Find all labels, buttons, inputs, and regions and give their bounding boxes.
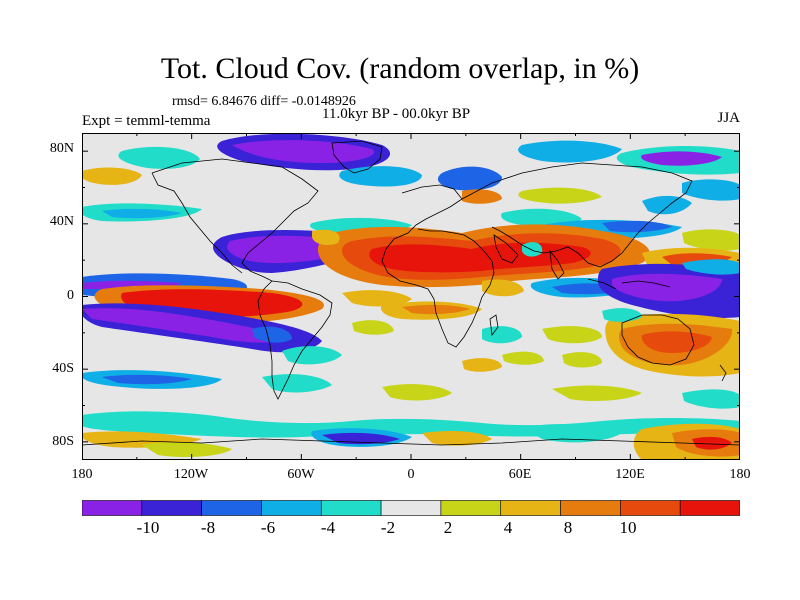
x-tick-label-120w: 120W bbox=[173, 467, 209, 482]
colorbar-label: 2 bbox=[443, 518, 453, 537]
colorbar-swatch bbox=[500, 500, 561, 516]
coastlines bbox=[82, 140, 740, 446]
colorbar-swatch bbox=[201, 500, 262, 516]
colorbar-label: -2 bbox=[380, 518, 396, 537]
stats-label: rmsd= 6.84676 diff= -0.0148926 bbox=[172, 94, 356, 109]
colorbar-swatch bbox=[141, 500, 202, 516]
colorbar-label: -6 bbox=[260, 518, 276, 537]
x-tick-label-60e: 60E bbox=[508, 467, 532, 482]
x-tick-label-0: 0 bbox=[407, 467, 415, 482]
colorbar-swatch bbox=[82, 500, 143, 516]
y-tick-label-80s: 80S bbox=[52, 434, 74, 449]
colorbar-swatch bbox=[440, 500, 502, 516]
axis-ticks bbox=[82, 133, 740, 460]
y-tick-label-40s: 40S bbox=[52, 361, 74, 376]
colorbar-label: -10 bbox=[136, 518, 160, 537]
contour-field bbox=[82, 133, 740, 460]
colorbar-swatch bbox=[320, 500, 382, 516]
colorbar bbox=[82, 500, 740, 516]
colorbar-swatch bbox=[679, 500, 740, 516]
x-tick-label-180w: 180 bbox=[71, 467, 93, 482]
colorbar-swatch bbox=[380, 500, 442, 516]
colorbar-swatch bbox=[620, 500, 681, 516]
x-tick-label-60w: 60W bbox=[287, 467, 315, 482]
colorbar-swatch bbox=[261, 500, 322, 516]
colorbar-label: 8 bbox=[563, 518, 573, 537]
season-label: JJA bbox=[717, 110, 740, 126]
y-tick-label-40n: 40N bbox=[49, 214, 74, 229]
x-tick-label-180e: 180 bbox=[729, 467, 751, 482]
colorbar-swatch bbox=[560, 500, 621, 516]
colorbar-label: 4 bbox=[503, 518, 513, 537]
colorbar-label: -8 bbox=[200, 518, 216, 537]
x-tick-label-120e: 120E bbox=[615, 467, 645, 482]
period-label: 11.0kyr BP - 00.0kyr BP bbox=[322, 106, 471, 122]
y-tick-label-0: 0 bbox=[67, 288, 74, 303]
colorbar-label: -4 bbox=[320, 518, 336, 537]
colorbar-label: 10 bbox=[619, 518, 637, 537]
y-tick-label-80n: 80N bbox=[49, 141, 74, 156]
map-plot bbox=[82, 133, 740, 460]
experiment-label: Expt = temml-temma bbox=[82, 113, 211, 129]
plot-title: Tot. Cloud Cov. (random overlap, in %) bbox=[160, 52, 640, 85]
